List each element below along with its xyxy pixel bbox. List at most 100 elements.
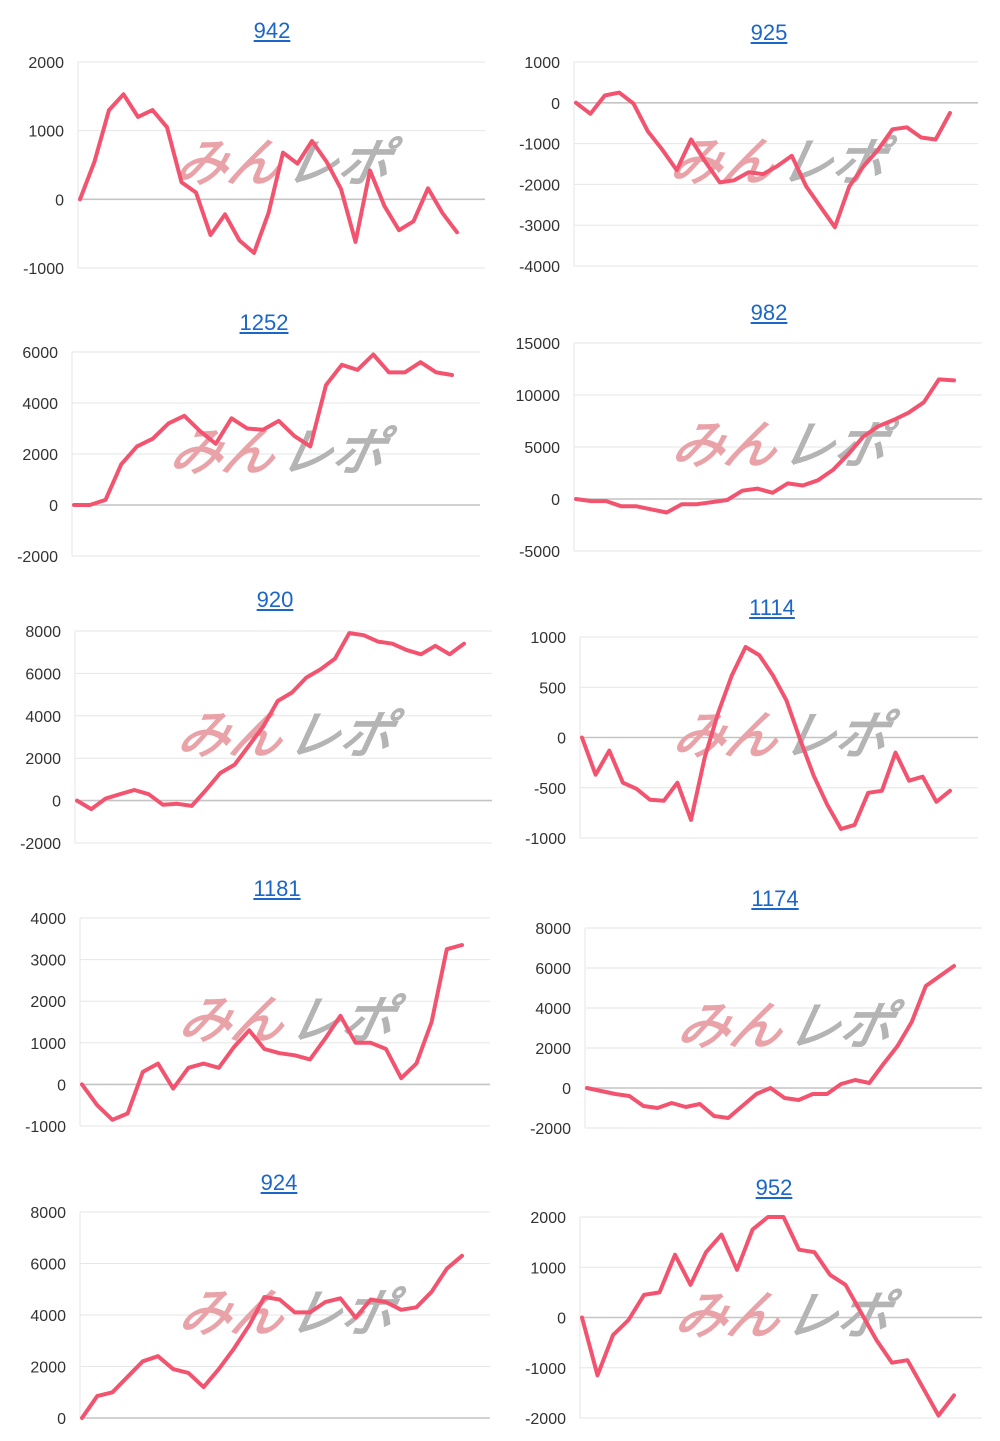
svg-text:レポ: レポ — [281, 134, 405, 194]
chart-title-link[interactable]: 924 — [260, 1170, 298, 1195]
y-tick-label: 8000 — [25, 624, 61, 641]
y-tick-label: 1000 — [30, 1036, 66, 1053]
chart-title-link[interactable]: 920 — [256, 587, 294, 612]
y-tick-label: -1000 — [519, 137, 560, 154]
series-line — [574, 377, 956, 515]
y-tick-label: 1000 — [28, 124, 64, 141]
y-tick-label: 4000 — [30, 1308, 66, 1325]
y-tick-label: 6000 — [22, 345, 58, 362]
chart-title-link[interactable]: 1252 — [239, 310, 289, 335]
svg-text:みん: みん — [174, 991, 292, 1051]
y-tick-label: 6000 — [30, 1257, 66, 1274]
y-tick-label: 4000 — [535, 1001, 571, 1018]
y-tick-label: 2000 — [22, 447, 58, 464]
chart-title-link[interactable]: 925 — [750, 20, 788, 45]
svg-text:レポ: レポ — [283, 706, 407, 766]
series-line — [78, 92, 459, 255]
y-tick-label: 2000 — [28, 55, 64, 72]
series-line — [574, 90, 952, 230]
y-tick-label: 6000 — [25, 666, 61, 683]
y-tick-label: -2000 — [20, 836, 61, 853]
series-line — [585, 964, 956, 1120]
y-tick-label: 5000 — [524, 440, 560, 457]
y-tick-label: 4000 — [22, 396, 58, 413]
series-line — [580, 645, 952, 831]
y-tick-label: -3000 — [519, 218, 560, 235]
y-tick-label: -5000 — [519, 544, 560, 561]
y-tick-label: 0 — [551, 96, 560, 113]
svg-text:みん: みん — [171, 134, 289, 194]
series-line — [80, 943, 464, 1122]
y-tick-label: 500 — [539, 680, 566, 697]
svg-text:レポ: レポ — [284, 991, 408, 1051]
y-tick-label: 1000 — [530, 630, 566, 647]
chart-title-link[interactable]: 1114 — [749, 595, 795, 620]
y-tick-label: 3000 — [30, 953, 66, 970]
y-tick-label: 2000 — [530, 1210, 566, 1227]
y-tick-label: 2000 — [30, 1360, 66, 1377]
y-tick-label: 0 — [49, 498, 58, 515]
y-tick-label: 2000 — [25, 751, 61, 768]
chart-title-link[interactable]: 952 — [755, 1175, 793, 1200]
series-line — [72, 352, 454, 507]
y-tick-label: 2000 — [30, 994, 66, 1011]
y-tick-label: -2000 — [519, 177, 560, 194]
chart-title-link[interactable]: 1174 — [751, 886, 799, 911]
y-tick-label: 0 — [557, 731, 566, 748]
y-tick-label: 4000 — [30, 911, 66, 928]
y-tick-label: 4000 — [25, 709, 61, 726]
y-tick-label: 0 — [562, 1081, 571, 1098]
y-tick-label: 0 — [52, 794, 61, 811]
series-line — [580, 1215, 956, 1418]
svg-text:みん: みん — [670, 1286, 788, 1346]
y-tick-label: -1000 — [525, 831, 566, 848]
y-tick-label: 8000 — [535, 921, 571, 938]
svg-text:レポ: レポ — [275, 423, 399, 483]
y-tick-label: 0 — [557, 1311, 566, 1328]
y-tick-label: -500 — [534, 781, 566, 798]
y-tick-label: -2000 — [530, 1121, 571, 1138]
y-tick-label: -2000 — [525, 1411, 566, 1428]
svg-text:みん: みん — [668, 706, 786, 766]
y-tick-label: 1000 — [530, 1260, 566, 1277]
svg-text:みん: みん — [174, 1284, 292, 1344]
svg-text:みん: みん — [667, 416, 785, 476]
y-tick-label: 10000 — [516, 388, 561, 405]
chart-title-link[interactable]: 982 — [750, 300, 788, 325]
chart-title-link[interactable]: 1181 — [253, 876, 301, 901]
y-tick-label: 1000 — [524, 55, 560, 72]
chart-title-link[interactable]: 942 — [253, 18, 291, 43]
svg-text:みん: みん — [673, 997, 791, 1057]
series-line — [80, 1253, 464, 1420]
svg-text:レポ: レポ — [783, 997, 907, 1057]
y-tick-label: -1000 — [25, 1119, 66, 1136]
y-tick-label: 15000 — [516, 336, 561, 353]
series-line — [75, 631, 466, 812]
y-tick-label: 0 — [551, 492, 560, 509]
y-tick-label: 6000 — [535, 961, 571, 978]
y-tick-label: 2000 — [535, 1041, 571, 1058]
y-tick-label: 0 — [55, 192, 64, 209]
y-tick-label: -4000 — [519, 259, 560, 276]
y-tick-label: 0 — [57, 1411, 66, 1428]
svg-text:レポ: レポ — [780, 1286, 904, 1346]
y-tick-label: 0 — [57, 1077, 66, 1094]
y-tick-label: -2000 — [17, 549, 58, 566]
y-tick-label: -1000 — [525, 1361, 566, 1378]
y-tick-label: 8000 — [30, 1205, 66, 1222]
